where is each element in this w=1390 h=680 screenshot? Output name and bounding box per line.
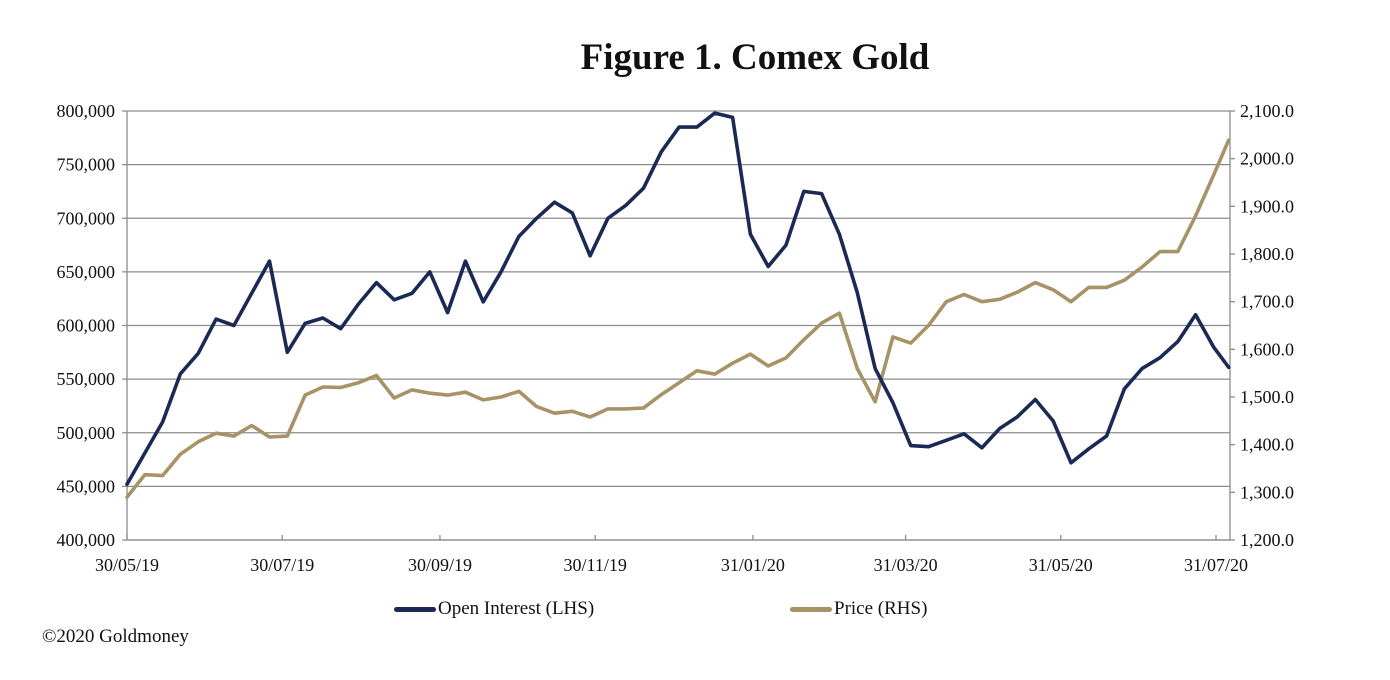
y-right-tick-label: 1,500.0 [1240,387,1294,407]
y-right-tick-label: 2,100.0 [1240,101,1294,121]
series-line-price [125,138,1231,499]
y-left-tick-label: 400,000 [57,530,116,550]
y-right-tick-label: 1,600.0 [1240,339,1294,359]
y-right-tick-label: 1,300.0 [1240,482,1294,502]
y-left-tick-label: 550,000 [57,369,116,389]
y-left-tick-label: 600,000 [57,316,116,336]
copyright-text: ©2020 Goldmoney [42,626,189,647]
x-tick-label: 30/05/19 [95,555,159,575]
x-tick-label: 31/01/20 [721,555,785,575]
y-right-tick-label: 2,000.0 [1240,149,1294,169]
chart-title: Figure 1. Comex Gold [580,37,930,78]
y-right-tick-label: 1,200.0 [1240,530,1294,550]
y-left-tick-label: 450,000 [57,476,116,496]
x-tick-label: 31/07/20 [1184,555,1248,575]
x-tick-label: 31/03/20 [874,555,938,575]
legend-item-price: Price (RHS) [790,598,927,620]
y-right-tick-label: 1,800.0 [1240,244,1294,264]
legend-swatch-price [790,606,832,612]
y-left-tick-label: 650,000 [57,262,116,282]
legend-swatch-open-interest [394,606,436,612]
y-right-tick-label: 1,400.0 [1240,435,1294,455]
x-tick-label: 31/05/20 [1029,555,1093,575]
y-left-tick-label: 800,000 [57,101,116,121]
legend-label-price: Price (RHS) [834,598,928,619]
y-left-tick-label: 750,000 [57,155,116,175]
series-line-open-interest [125,111,1231,486]
y-left-tick-label: 500,000 [57,423,116,443]
x-tick-label: 30/07/19 [250,555,314,575]
y-right-tick-label: 1,900.0 [1240,196,1294,216]
x-tick-label: 30/09/19 [408,555,472,575]
y-left-tick-label: 700,000 [57,208,116,228]
legend-label-open-interest: Open Interest (LHS) [438,598,595,619]
legend-item-open-interest: Open Interest (LHS) [394,598,594,620]
x-tick-label: 30/11/19 [563,555,626,575]
y-right-tick-label: 1,700.0 [1240,292,1294,312]
